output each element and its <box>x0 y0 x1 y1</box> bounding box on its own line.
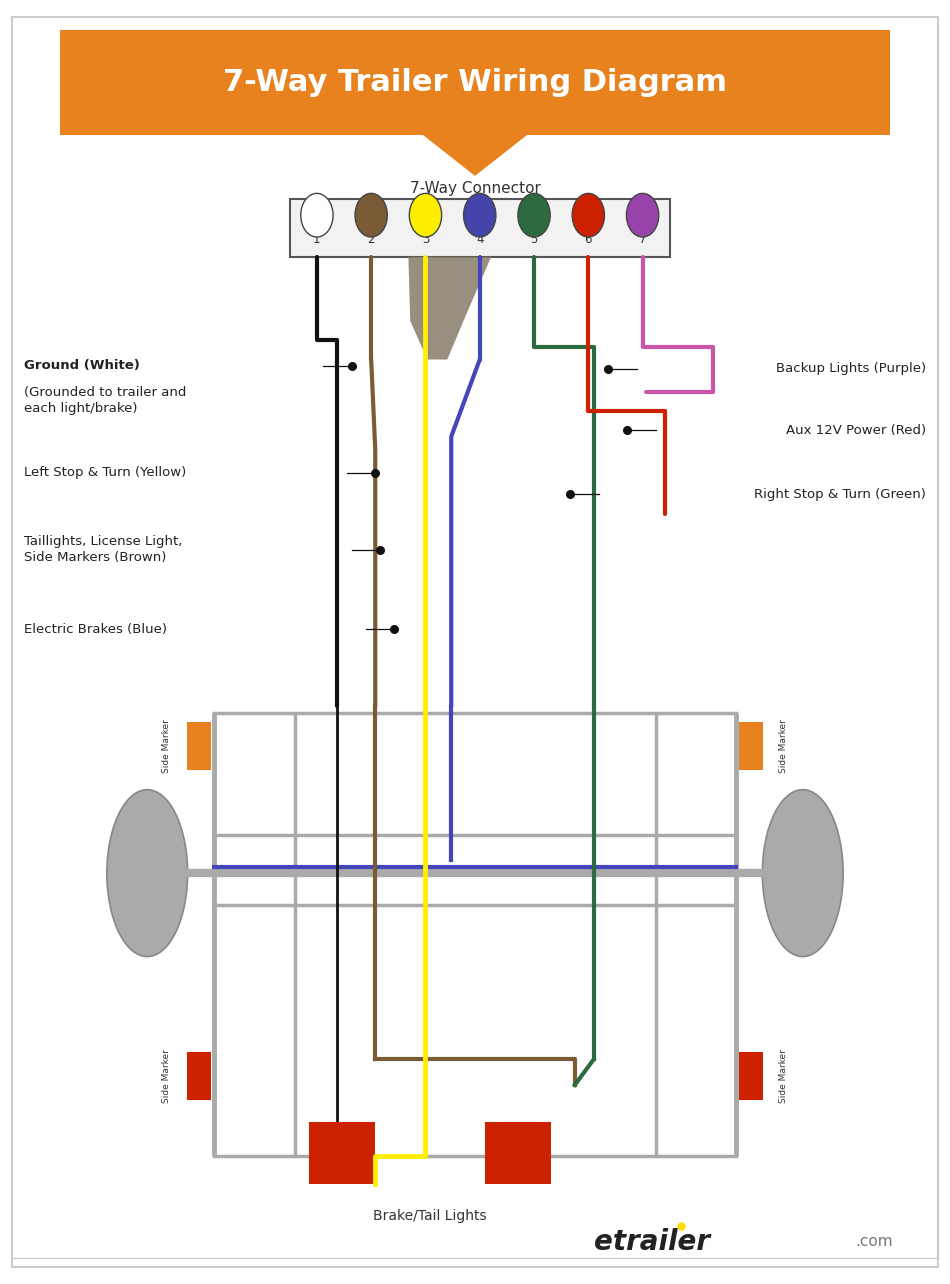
Text: Side Marker: Side Marker <box>162 719 171 773</box>
Circle shape <box>572 194 604 238</box>
Bar <box>187 722 211 770</box>
Bar <box>739 722 763 770</box>
Text: Ground (White): Ground (White) <box>24 360 140 372</box>
Polygon shape <box>423 135 527 176</box>
Text: Aux 12V Power (Red): Aux 12V Power (Red) <box>787 424 926 437</box>
Circle shape <box>518 194 550 238</box>
Text: 5: 5 <box>530 232 538 247</box>
Bar <box>309 1122 375 1184</box>
Text: Brake/Tail Lights: Brake/Tail Lights <box>372 1210 486 1222</box>
Text: Right Stop & Turn (Green): Right Stop & Turn (Green) <box>754 488 926 501</box>
Text: 6: 6 <box>584 232 592 247</box>
Text: 7-Way Trailer Wiring Diagram: 7-Way Trailer Wiring Diagram <box>223 68 727 96</box>
Text: 2: 2 <box>368 232 375 247</box>
Text: 7-Way Connector: 7-Way Connector <box>409 181 541 196</box>
Ellipse shape <box>762 790 844 957</box>
Text: .com: .com <box>855 1234 893 1249</box>
Text: etrailer: etrailer <box>594 1228 710 1256</box>
Text: Side Marker: Side Marker <box>779 719 788 773</box>
Bar <box>60 30 890 135</box>
Circle shape <box>301 194 333 238</box>
Text: Backup Lights (Purple): Backup Lights (Purple) <box>776 362 926 375</box>
Ellipse shape <box>106 790 188 957</box>
Text: Taillights, License Light,
Side Markers (Brown): Taillights, License Light, Side Markers … <box>24 535 182 564</box>
Text: 1: 1 <box>314 232 321 247</box>
Text: Electric Brakes (Blue): Electric Brakes (Blue) <box>24 623 167 636</box>
Polygon shape <box>408 257 491 360</box>
Circle shape <box>355 194 388 238</box>
Bar <box>187 1052 211 1100</box>
Bar <box>739 1052 763 1100</box>
Text: 4: 4 <box>476 232 484 247</box>
Text: Side Marker: Side Marker <box>779 1049 788 1103</box>
Text: 7: 7 <box>638 232 646 247</box>
Circle shape <box>464 194 496 238</box>
Circle shape <box>409 194 442 238</box>
Circle shape <box>626 194 658 238</box>
Text: (Grounded to trailer and
each light/brake): (Grounded to trailer and each light/brak… <box>24 386 186 415</box>
Text: 3: 3 <box>422 232 429 247</box>
Bar <box>484 1122 551 1184</box>
Text: Left Stop & Turn (Yellow): Left Stop & Turn (Yellow) <box>24 466 186 479</box>
Text: Side Marker: Side Marker <box>162 1049 171 1103</box>
Bar <box>290 199 670 257</box>
